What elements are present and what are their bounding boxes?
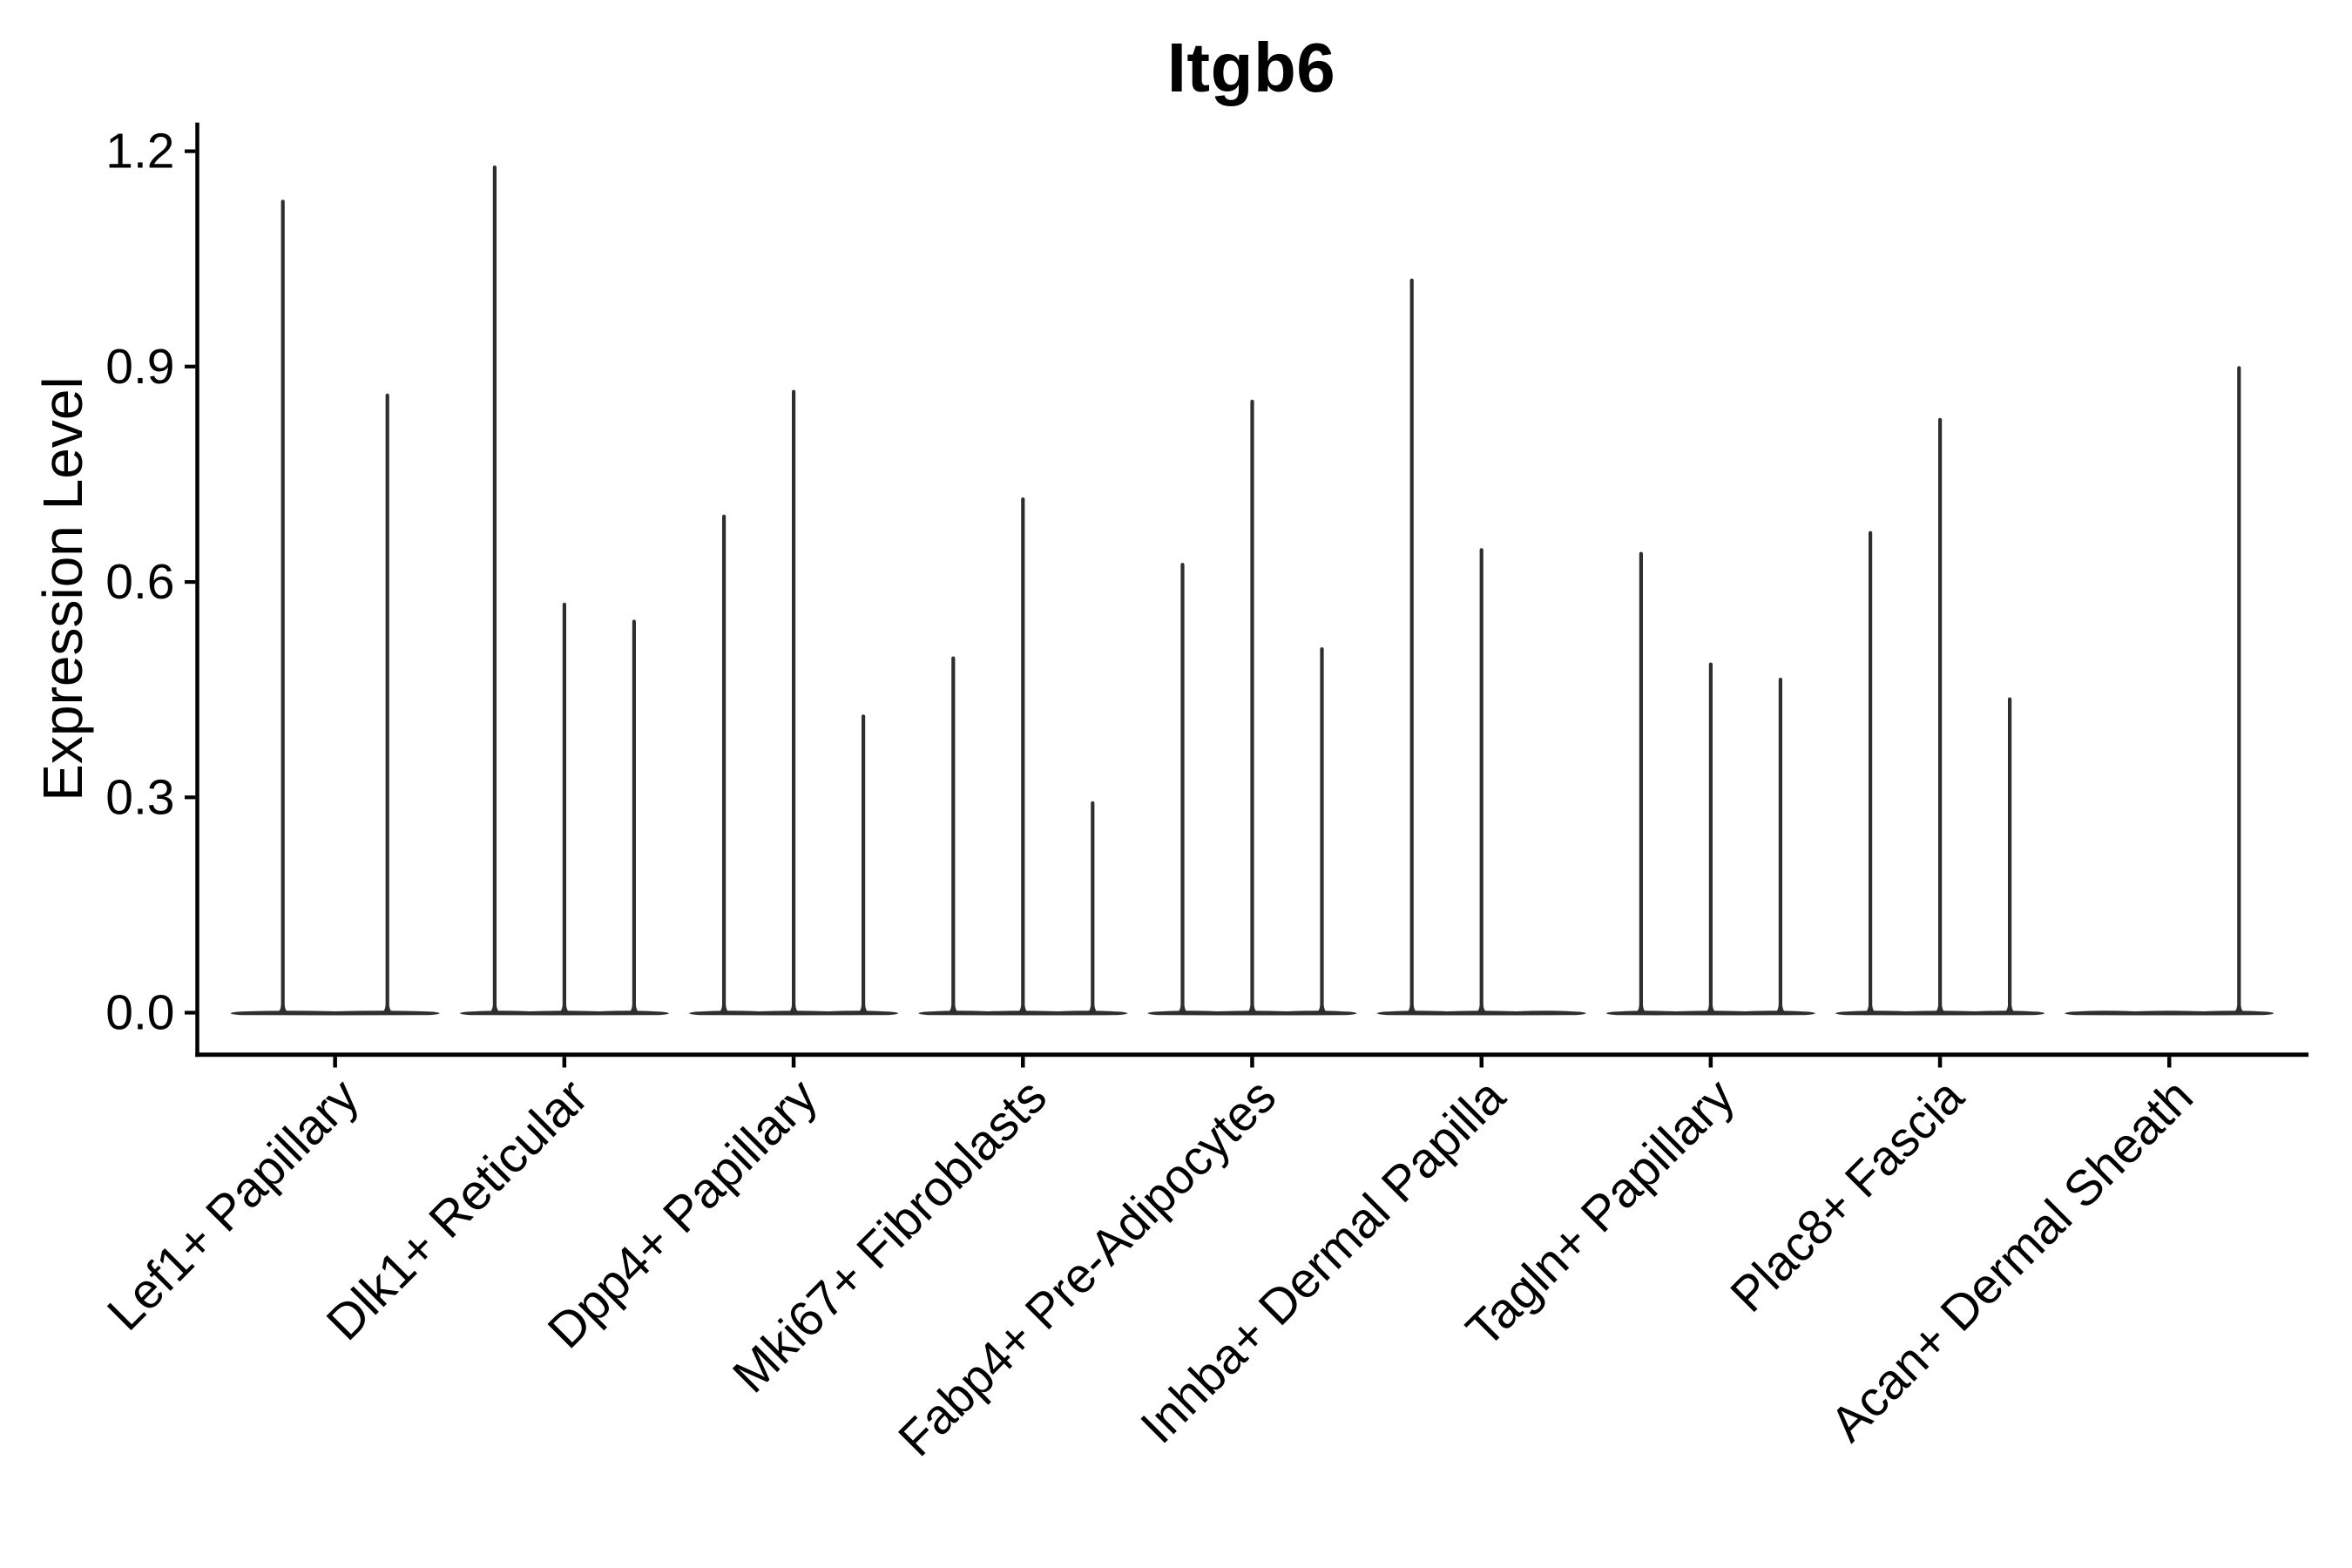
svg-text:Expression Level: Expression Level [31, 376, 94, 801]
svg-text:1.2: 1.2 [105, 124, 174, 179]
svg-text:0.0: 0.0 [105, 985, 174, 1041]
svg-text:0.3: 0.3 [105, 769, 174, 825]
svg-text:0.6: 0.6 [105, 554, 174, 610]
svg-text:Itgb6: Itgb6 [1167, 29, 1336, 106]
svg-text:0.9: 0.9 [105, 339, 174, 395]
